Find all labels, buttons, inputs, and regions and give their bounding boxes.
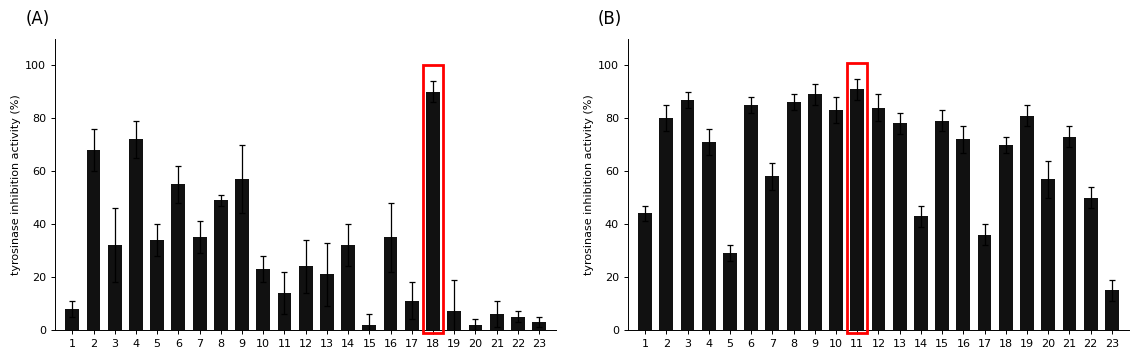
Bar xyxy=(935,121,948,330)
Text: (B): (B) xyxy=(598,10,622,28)
Bar xyxy=(638,213,652,330)
Bar xyxy=(744,105,758,330)
Bar xyxy=(193,237,206,330)
Bar xyxy=(914,216,928,330)
Bar xyxy=(278,293,292,330)
Bar xyxy=(681,100,694,330)
Bar xyxy=(341,245,355,330)
Bar xyxy=(978,235,992,330)
Bar xyxy=(956,139,970,330)
Bar xyxy=(511,317,524,330)
Bar xyxy=(384,237,398,330)
Bar xyxy=(723,253,736,330)
Bar xyxy=(423,65,443,333)
Bar xyxy=(765,176,780,330)
Bar xyxy=(490,314,504,330)
Bar xyxy=(469,325,482,330)
Bar xyxy=(363,325,376,330)
Bar xyxy=(1105,290,1118,330)
Bar xyxy=(256,269,270,330)
Bar xyxy=(808,94,822,330)
Bar xyxy=(1041,179,1056,330)
Bar xyxy=(847,63,868,333)
Bar xyxy=(405,301,418,330)
Text: (A): (A) xyxy=(25,10,49,28)
Bar xyxy=(299,266,312,330)
Bar xyxy=(532,322,546,330)
Y-axis label: tyrosinase inhibition activity (%): tyrosinase inhibition activity (%) xyxy=(11,94,22,275)
Bar xyxy=(150,240,164,330)
Bar xyxy=(893,123,906,330)
Bar xyxy=(702,142,716,330)
Bar xyxy=(999,145,1012,330)
Bar xyxy=(1084,198,1098,330)
Bar xyxy=(320,274,334,330)
Bar xyxy=(171,184,186,330)
Bar xyxy=(1062,137,1076,330)
Bar xyxy=(129,139,142,330)
Y-axis label: tyrosinase inhibition activity (%): tyrosinase inhibition activity (%) xyxy=(584,94,594,275)
Bar xyxy=(65,309,79,330)
Bar xyxy=(214,200,228,330)
Bar xyxy=(659,118,674,330)
Bar xyxy=(787,102,800,330)
Bar xyxy=(426,92,440,330)
Bar xyxy=(850,89,864,330)
Bar xyxy=(1020,116,1034,330)
Bar xyxy=(235,179,249,330)
Bar xyxy=(872,108,886,330)
Bar xyxy=(829,110,842,330)
Bar xyxy=(108,245,122,330)
Bar xyxy=(87,150,100,330)
Bar xyxy=(447,311,462,330)
